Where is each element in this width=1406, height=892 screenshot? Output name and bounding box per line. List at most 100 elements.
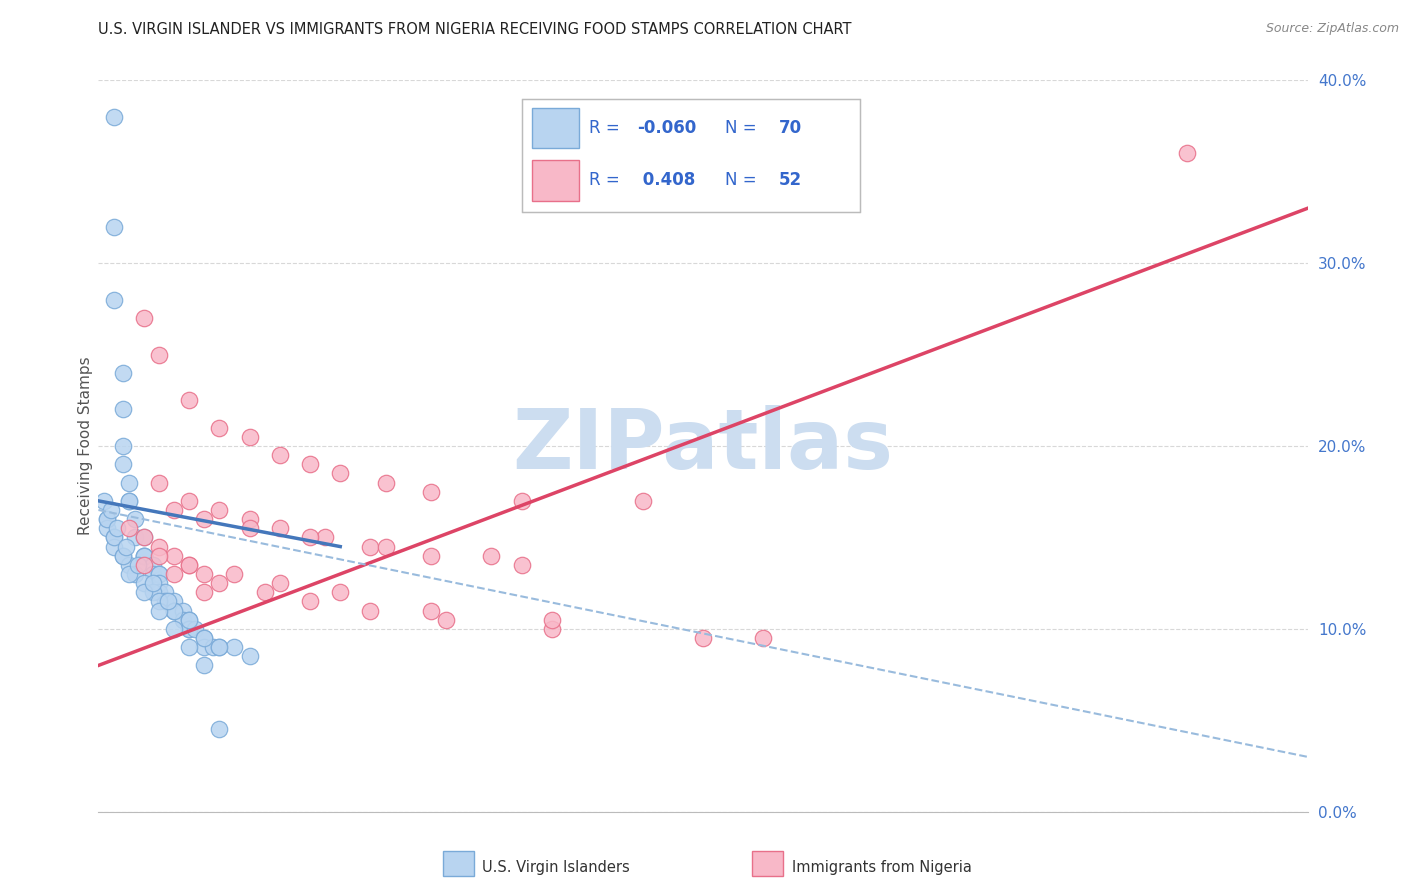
Point (132, 311, 155, 326)
Point (269, 521, 291, 535)
Point (434, 613, 457, 627)
Point (193, 640, 215, 655)
Point (103, 219, 125, 234)
Point (148, 567, 170, 582)
Point (172, 603, 194, 617)
Point (239, 521, 262, 535)
Point (193, 567, 215, 582)
Point (142, 585, 165, 599)
Point (163, 603, 186, 617)
Point (360, 603, 382, 617)
Point (148, 475, 170, 490)
Point (132, 549, 155, 563)
Point (118, 521, 141, 535)
Point (202, 640, 225, 655)
Point (96, 512, 118, 526)
Point (239, 649, 262, 664)
Point (360, 540, 382, 554)
Point (132, 558, 155, 572)
Point (269, 576, 291, 591)
Point (179, 558, 201, 572)
Point (179, 640, 201, 655)
Point (163, 603, 186, 617)
Point (224, 567, 246, 582)
Text: Immigrants from Nigeria: Immigrants from Nigeria (792, 860, 972, 874)
Point (118, 475, 141, 490)
Point (208, 640, 231, 655)
Point (163, 594, 186, 608)
Point (179, 494, 201, 508)
Point (179, 622, 201, 636)
Point (124, 567, 146, 582)
Point (148, 348, 170, 362)
Point (179, 622, 201, 636)
Point (111, 549, 134, 563)
Point (142, 567, 165, 582)
Point (299, 458, 322, 472)
Point (1175, 146, 1198, 161)
Point (148, 576, 170, 591)
Point (193, 658, 215, 673)
Point (253, 585, 276, 599)
Point (132, 530, 155, 544)
Y-axis label: Receiving Food Stamps: Receiving Food Stamps (77, 357, 93, 535)
Point (124, 512, 146, 526)
Point (118, 558, 141, 572)
Point (193, 631, 215, 645)
Point (269, 448, 291, 462)
Point (163, 549, 186, 563)
Point (208, 640, 231, 655)
Point (105, 521, 128, 535)
Point (541, 613, 564, 627)
Point (111, 402, 134, 417)
Point (127, 558, 149, 572)
Point (103, 540, 125, 554)
Point (420, 549, 443, 563)
Point (132, 576, 155, 591)
Point (420, 484, 443, 499)
Point (111, 458, 134, 472)
Point (631, 494, 654, 508)
Point (163, 603, 186, 617)
Text: Source: ZipAtlas.com: Source: ZipAtlas.com (1265, 22, 1399, 36)
Point (124, 530, 146, 544)
Point (118, 567, 141, 582)
Point (118, 494, 141, 508)
Point (208, 576, 231, 591)
Point (179, 558, 201, 572)
Point (132, 549, 155, 563)
Point (420, 603, 443, 617)
Point (510, 494, 533, 508)
Point (148, 540, 170, 554)
Point (184, 622, 207, 636)
Point (132, 549, 155, 563)
Point (153, 585, 176, 599)
Point (96, 512, 118, 526)
Point (103, 530, 125, 544)
Point (153, 594, 176, 608)
Point (114, 540, 136, 554)
Point (148, 567, 170, 582)
Point (193, 585, 215, 599)
Point (208, 421, 231, 435)
Point (111, 366, 134, 380)
Point (118, 494, 141, 508)
Point (299, 594, 322, 608)
Point (100, 503, 122, 517)
Point (179, 613, 201, 627)
Point (314, 530, 336, 544)
Point (148, 585, 170, 599)
Point (541, 622, 564, 636)
Point (148, 549, 170, 563)
Text: ZIPatlas: ZIPatlas (513, 406, 893, 486)
Point (299, 530, 322, 544)
Point (96, 521, 118, 535)
Point (224, 640, 246, 655)
Point (148, 603, 170, 617)
Point (142, 558, 165, 572)
Text: U.S. VIRGIN ISLANDER VS IMMIGRANTS FROM NIGERIA RECEIVING FOOD STAMPS CORRELATIO: U.S. VIRGIN ISLANDER VS IMMIGRANTS FROM … (98, 22, 852, 37)
Point (239, 430, 262, 444)
Point (208, 723, 231, 737)
Point (481, 549, 503, 563)
Point (132, 530, 155, 544)
